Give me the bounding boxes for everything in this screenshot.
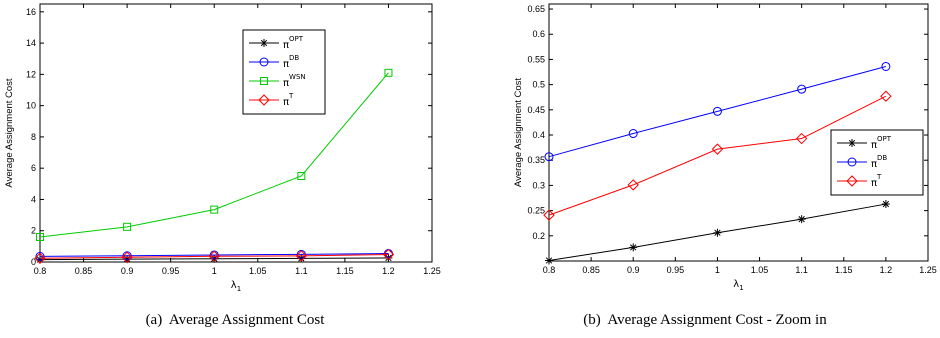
legend-label-t: πT: [871, 173, 882, 189]
y-tick-label: 0.35: [527, 155, 545, 165]
data-point-wsn: [210, 205, 219, 214]
legend-marker-db: [847, 157, 857, 167]
legend-marker-wsn: [260, 77, 268, 85]
data-point-t: [711, 143, 724, 155]
x-tick-label: 1.2: [382, 266, 395, 276]
y-tick-label: 0.45: [527, 105, 545, 115]
y-tick-label: 4: [31, 194, 36, 204]
x-tick-label: 1.1: [795, 265, 808, 275]
y-tick-label: 0.55: [527, 54, 545, 64]
data-point-t: [627, 179, 639, 191]
data-point-wsn: [123, 222, 132, 231]
data-point-db: [881, 61, 891, 71]
data-point-t: [295, 250, 308, 262]
legend-marker-opt: [848, 139, 856, 147]
x-axis-label: λ1: [231, 280, 241, 293]
y-tick-label: 0.6: [532, 29, 545, 39]
data-point-opt: [797, 215, 806, 224]
chart-b: 0.8 0.85 0.9 0.95 1 1.05 1.1 1.15 1.2 1.25 0.2 0.25…: [513, 3, 937, 292]
data-point-t: [208, 250, 220, 262]
data-point-wsn: [36, 232, 44, 241]
x-tick-label: 1.05: [751, 265, 769, 275]
chart-panel-b: 0.8 0.85 0.9 0.95 1 1.05 1.1 1.15 1.2 1.25 0.2 0.25…: [470, 0, 940, 338]
data-point-wsn: [384, 68, 393, 77]
data-point-opt: [545, 256, 553, 265]
x-tick-label: 0.85: [582, 265, 600, 275]
series-line-wsn: [39, 72, 389, 238]
y-tick-label: 0.65: [527, 4, 545, 14]
data-point-opt: [713, 228, 722, 237]
y-tick-label: 12: [26, 69, 36, 79]
data-point-wsn: [297, 172, 306, 180]
data-point-opt: [629, 243, 638, 252]
x-tick-label: 0.9: [627, 265, 640, 275]
legend-box: [830, 129, 924, 196]
data-point-t: [795, 132, 808, 145]
data-point-db: [712, 106, 722, 116]
y-tick-label: 2: [31, 226, 36, 236]
series-line-t: [548, 95, 887, 216]
x-tick-label: 1.25: [423, 266, 441, 276]
data-point-t: [121, 251, 133, 264]
x-tick-label: 1: [212, 266, 217, 276]
y-tick-label: 0: [31, 257, 36, 267]
y-tick-label: 0.4: [532, 130, 545, 140]
x-tick-label: 1: [715, 265, 720, 275]
plot-area: [39, 3, 433, 263]
legend-marker-t: [258, 94, 270, 106]
x-tick-label: 1.05: [249, 266, 267, 276]
y-axis-label: Average Assignment Cost: [513, 78, 524, 187]
series-line-db: [39, 253, 389, 257]
x-tick-label: 0.95: [162, 266, 180, 276]
data-point-db: [628, 129, 638, 139]
x-tick-label: 0.95: [667, 265, 685, 275]
x-tick-label: 1.25: [919, 265, 937, 275]
chart-panel-a: 0.8 0.85 0.9 0.95 1 1.05 1.1 1.15 1.2 1.25 0 2 4 6 8 10…: [4, 3, 441, 328]
legend-marker-db: [259, 57, 269, 67]
y-tick-label: 14: [26, 38, 36, 48]
y-tick-label: 16: [26, 7, 36, 17]
data-point-t: [34, 252, 46, 264]
data-point-db: [35, 251, 45, 261]
caption-b: (b) Average Assignment Cost - Zoom in: [583, 312, 827, 328]
legend-marker-opt: [260, 39, 268, 47]
x-tick-label: 1.15: [835, 265, 853, 275]
legend-marker-t: [846, 175, 858, 187]
x-tick-label: 0.9: [121, 266, 134, 276]
y-tick-label: 6: [31, 163, 36, 173]
x-axis-label: λ1: [733, 279, 743, 292]
data-point-opt: [881, 200, 890, 209]
y-tick-label: 0.25: [527, 206, 545, 216]
series-line-t: [39, 253, 389, 259]
caption-a: (a) Average Assignment Cost: [145, 312, 325, 328]
y-tick-label: 0.5: [532, 80, 545, 90]
y-tick-label: 0.3: [532, 180, 545, 190]
x-tick-label: 0.8: [543, 265, 556, 275]
x-tick-label: 0.85: [75, 266, 93, 276]
y-axis-label: Average Assignment Cost: [4, 78, 15, 187]
x-tick-label: 0.8: [34, 266, 47, 276]
x-tick-label: 1.15: [336, 266, 354, 276]
y-tick-label: 8: [31, 132, 36, 142]
y-tick-label: 10: [26, 101, 36, 111]
chart-a: 0.8 0.85 0.9 0.95 1 1.05 1.1 1.15 1.2 1.25 0 2 4 6 8 10…: [4, 3, 441, 293]
data-point-t: [880, 90, 892, 102]
data-point-db: [544, 152, 554, 162]
legend-label-t: πT: [283, 92, 294, 108]
series-line-db: [548, 66, 887, 158]
data-point-t: [543, 209, 555, 221]
data-point-db: [797, 84, 807, 94]
x-tick-label: 1.2: [880, 265, 893, 275]
y-tick-label: 0.2: [532, 231, 545, 241]
x-tick-label: 1.1: [295, 266, 308, 276]
data-point-t: [382, 248, 395, 261]
